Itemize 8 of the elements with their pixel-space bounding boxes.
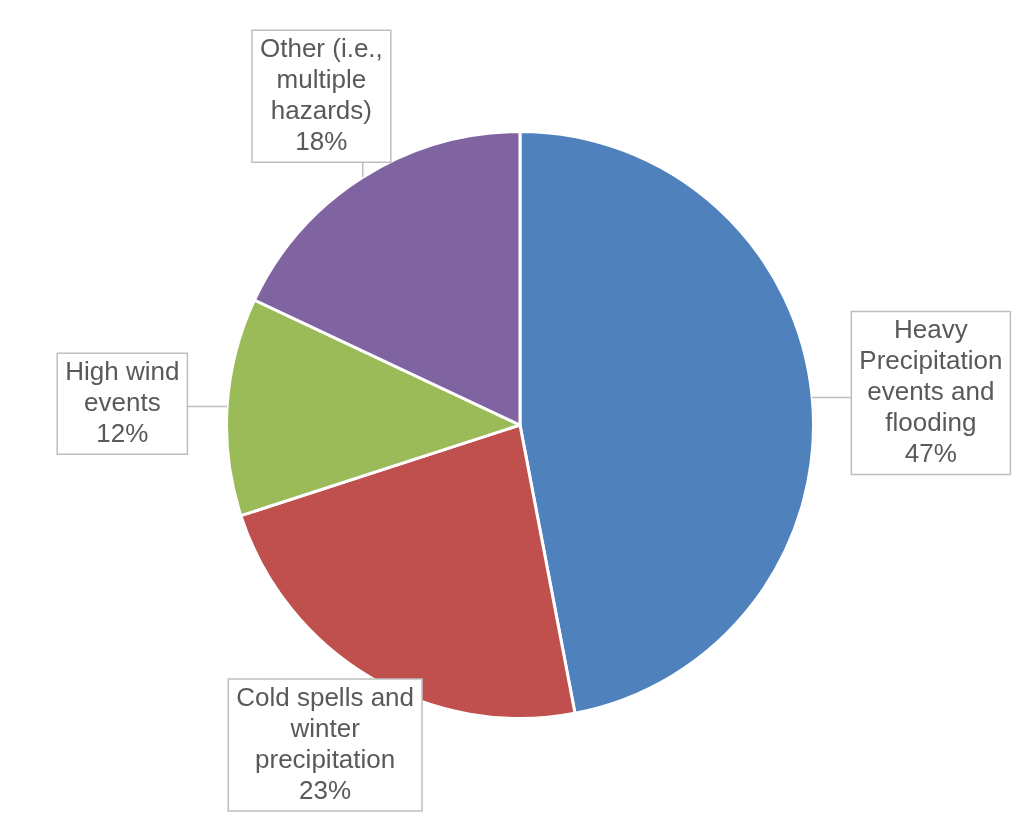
data-label: 12%: [96, 418, 149, 449]
data-label: 47%: [904, 438, 957, 469]
data-label: 18%: [295, 126, 348, 157]
slice-label: Cold spells and winter precipitation: [236, 681, 415, 774]
slice-label: High wind events: [65, 356, 180, 418]
slice-label: Other (i.e., multiple hazards): [259, 33, 383, 126]
slice-label: Heavy Precipitation events and flooding: [859, 314, 1003, 438]
data-label: 23%: [299, 774, 352, 805]
